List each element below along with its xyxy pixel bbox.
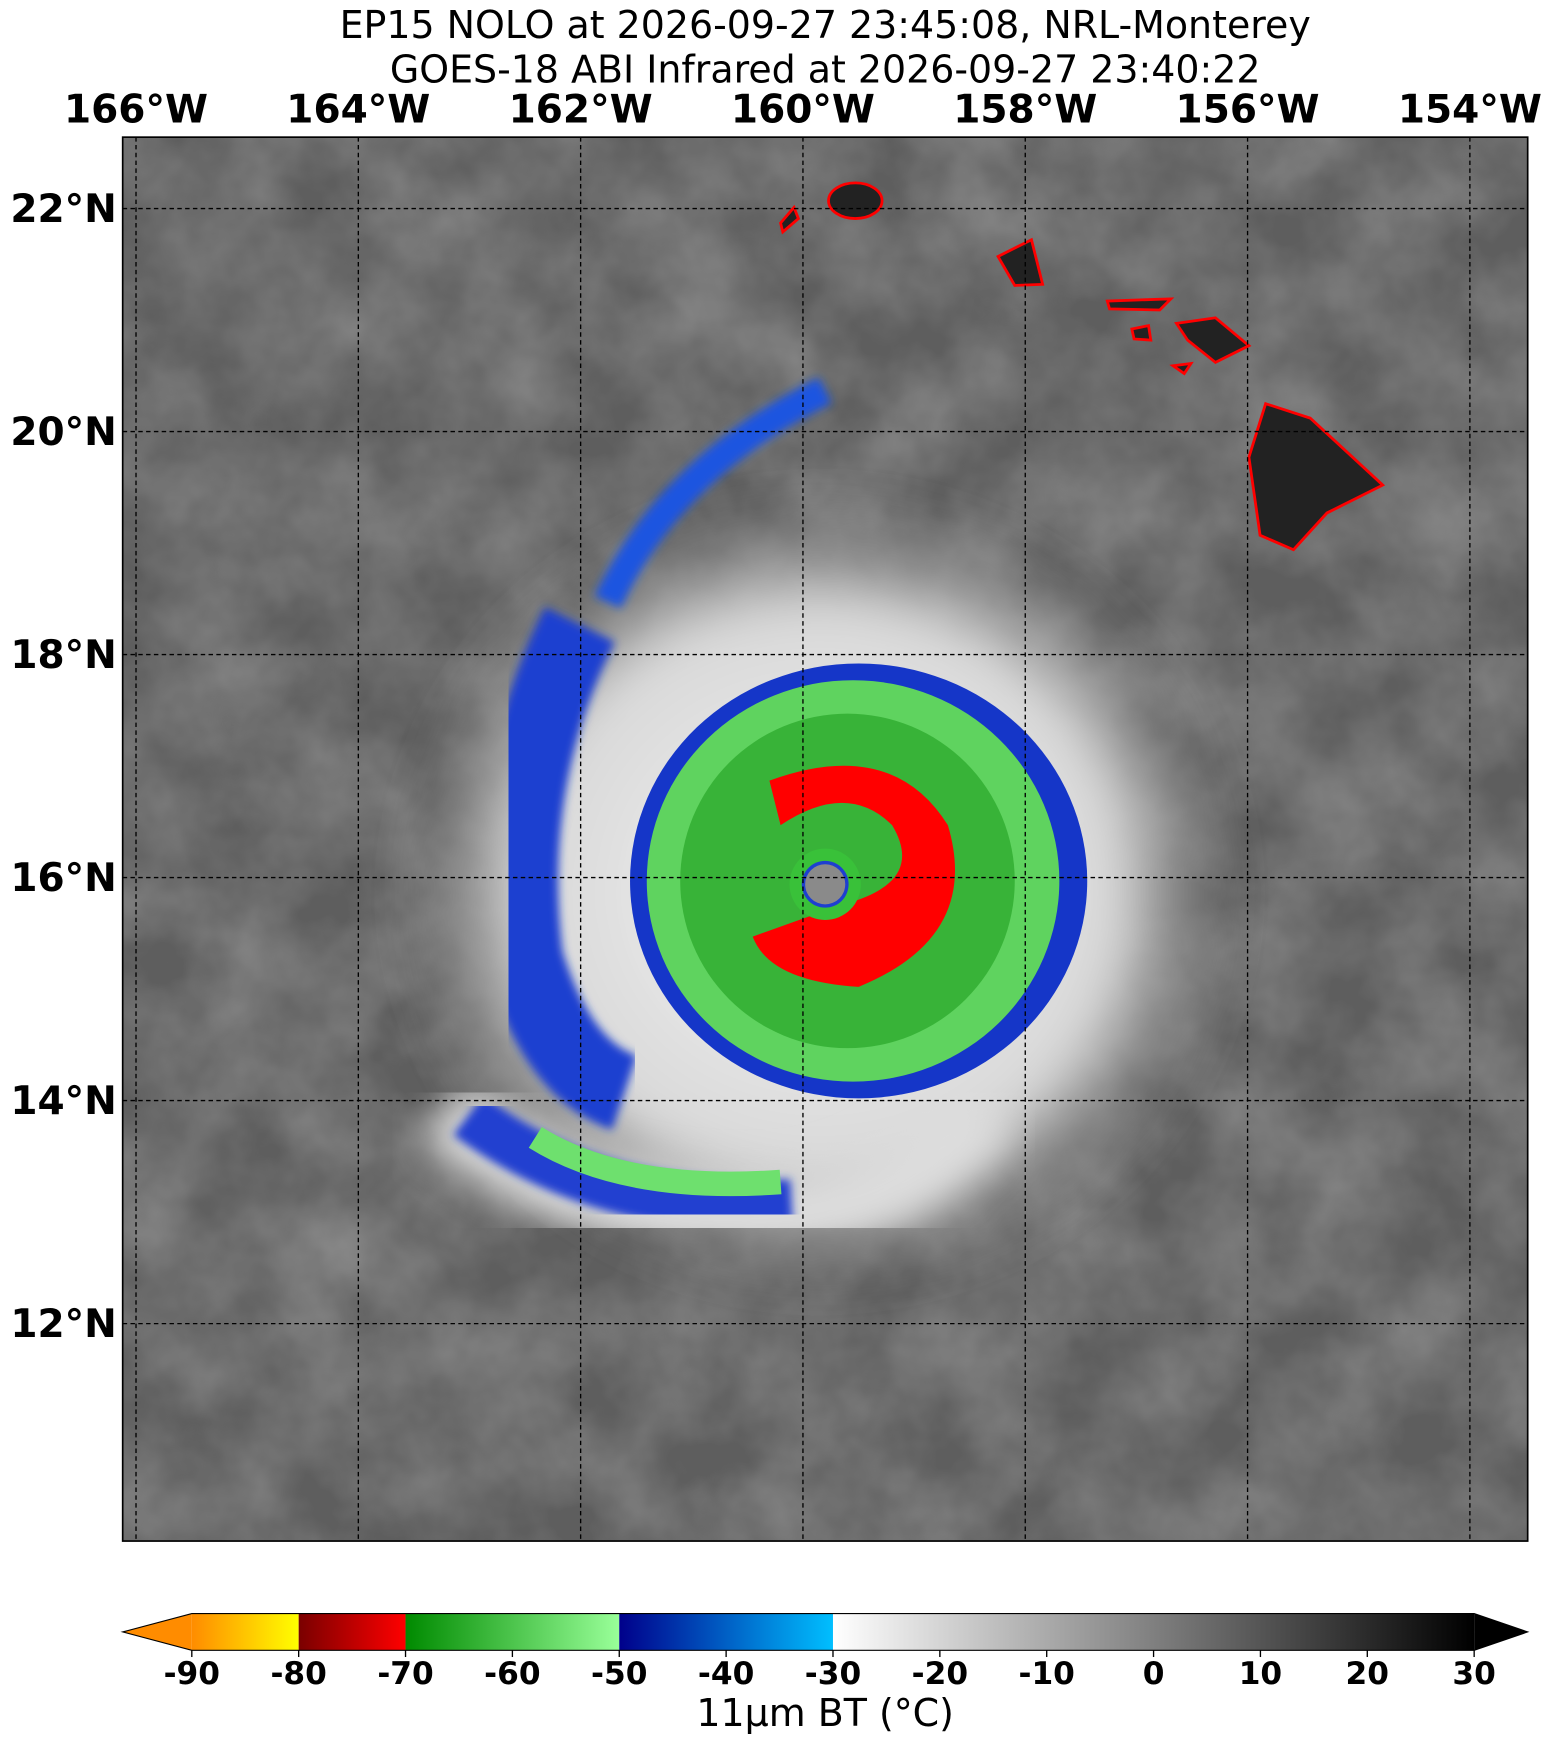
satellite-image: [122, 137, 1528, 1542]
colorbar-tick-label: -10: [1019, 1656, 1075, 1692]
y-tick-label: 14°N: [10, 1079, 116, 1124]
y-tick-label: 18°N: [10, 633, 116, 678]
colorbar-extend-high: [1474, 1613, 1528, 1651]
colorbar-tick-label: 20: [1346, 1656, 1389, 1692]
y-tick-label: 20°N: [10, 410, 116, 455]
colorbar-tick-label: 30: [1452, 1656, 1495, 1692]
x-tick-label: 160°W: [731, 88, 875, 133]
colorbar-segment: [298, 1613, 406, 1651]
y-tick-label: 16°N: [10, 856, 116, 901]
colorbar-label: 11μm BT (°C): [696, 1691, 954, 1735]
title: EP15 NOLO at 2026-09-27 23:45:08, NRL-Mo…: [340, 3, 1311, 47]
colorbar-segment: [191, 1613, 299, 1651]
colorbar-tick-label: -80: [270, 1656, 326, 1692]
subtitle: GOES-18 ABI Infrared at 2026-09-27 23:40…: [390, 48, 1261, 92]
x-tick-label: 158°W: [953, 88, 1097, 133]
colorbar-tick-label: -30: [805, 1656, 861, 1692]
colorbar-tick-label: -90: [164, 1656, 220, 1692]
coastlines: [779, 181, 1386, 552]
colorbar-tick-label: 0: [1143, 1656, 1165, 1692]
colorbar-tick-label: -40: [698, 1656, 754, 1692]
x-tick-label: 164°W: [286, 88, 430, 133]
map-frame: [121, 136, 1529, 1542]
y-tick-label: 22°N: [10, 187, 116, 232]
colorbar-extend-low: [122, 1613, 192, 1651]
x-tick-label: 162°W: [509, 88, 653, 133]
y-tick-label: 12°N: [10, 1302, 116, 1347]
colorbar-tick-label: -60: [484, 1656, 540, 1692]
colorbar-tick-label: -70: [377, 1656, 433, 1692]
x-tick-label: 154°W: [1398, 88, 1542, 133]
colorbar-segment: [405, 1613, 620, 1651]
colorbar-segment: [619, 1613, 833, 1651]
colorbar-tick-label: -20: [912, 1656, 968, 1692]
colorbar-tick-label: 10: [1239, 1656, 1282, 1692]
colorbar-segment: [832, 1613, 1475, 1651]
colorbar-tick-label: -50: [591, 1656, 647, 1692]
x-tick-label: 166°W: [64, 88, 208, 133]
x-tick-label: 156°W: [1176, 88, 1320, 133]
